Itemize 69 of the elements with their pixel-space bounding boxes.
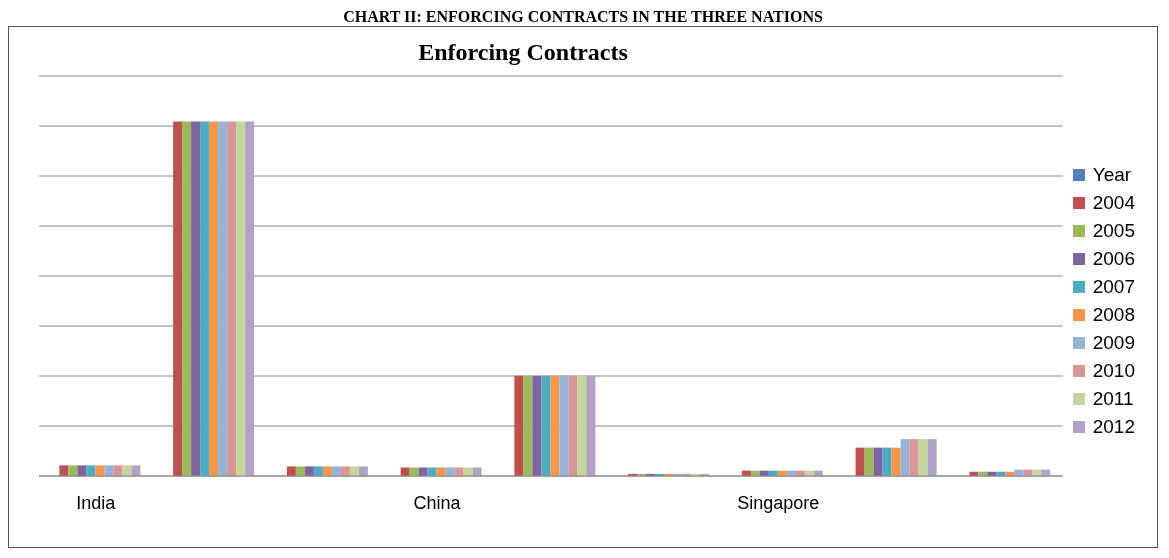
bar — [200, 121, 210, 476]
bar — [586, 375, 596, 476]
bar — [349, 466, 359, 476]
bar — [523, 375, 533, 476]
bar — [68, 465, 78, 476]
bar — [304, 466, 314, 476]
x-tick-label: China — [413, 492, 462, 513]
bar — [86, 465, 96, 476]
bar — [427, 467, 437, 476]
bar — [445, 467, 455, 476]
legend-label: 2006 — [1092, 247, 1135, 271]
bar — [559, 375, 569, 476]
x-tick-label: India — [76, 492, 117, 513]
chart-title: CHART II: ENFORCING CONTRACTS IN THE THREE NATIONS — [342, 8, 824, 26]
bar — [568, 375, 578, 476]
legend-label: 2010 — [1092, 359, 1135, 383]
bar — [313, 466, 323, 476]
legend-label: 2008 — [1092, 303, 1135, 327]
bar — [286, 466, 296, 476]
bar — [113, 465, 123, 476]
legend-label: 2009 — [1092, 331, 1135, 355]
x-tick-label: Singapore — [737, 492, 820, 513]
bar — [891, 447, 901, 476]
bar — [472, 467, 482, 476]
bar — [295, 466, 305, 476]
bar — [882, 447, 892, 476]
legend-label: 2005 — [1092, 219, 1135, 243]
bar — [909, 439, 919, 476]
bar — [873, 447, 883, 476]
bar — [514, 375, 524, 476]
bar — [236, 121, 246, 476]
bar — [104, 465, 114, 476]
bar — [864, 447, 874, 476]
legend-label: 2012 — [1092, 415, 1135, 439]
legend-label: Year — [1092, 163, 1132, 187]
bar — [358, 466, 368, 476]
bar — [436, 467, 446, 476]
bar — [532, 375, 542, 476]
bar — [855, 447, 865, 476]
bar — [77, 465, 87, 476]
bar — [209, 121, 219, 476]
bar — [577, 375, 587, 476]
bar — [918, 439, 928, 476]
bar — [463, 467, 473, 476]
bar — [541, 375, 551, 476]
bar — [173, 121, 183, 476]
bar — [122, 465, 132, 476]
bar — [191, 121, 201, 476]
legend-label: 2007 — [1092, 275, 1135, 299]
bar — [400, 467, 410, 476]
bar — [131, 465, 141, 476]
bar — [245, 121, 255, 476]
bar — [182, 121, 192, 476]
bar — [550, 375, 560, 476]
bar — [218, 121, 228, 476]
bar — [409, 467, 419, 476]
bar — [927, 439, 937, 476]
bar — [418, 467, 428, 476]
bar — [331, 466, 341, 476]
bar — [227, 121, 237, 476]
legend-label: 2004 — [1092, 191, 1135, 215]
bar — [340, 466, 350, 476]
bar — [454, 467, 464, 476]
bar — [900, 439, 910, 476]
bar — [95, 465, 105, 476]
bar — [322, 466, 332, 476]
legend-label: 2011 — [1092, 387, 1134, 411]
chart-subtitle: Enforcing Contracts — [417, 39, 629, 66]
bar — [59, 465, 69, 476]
